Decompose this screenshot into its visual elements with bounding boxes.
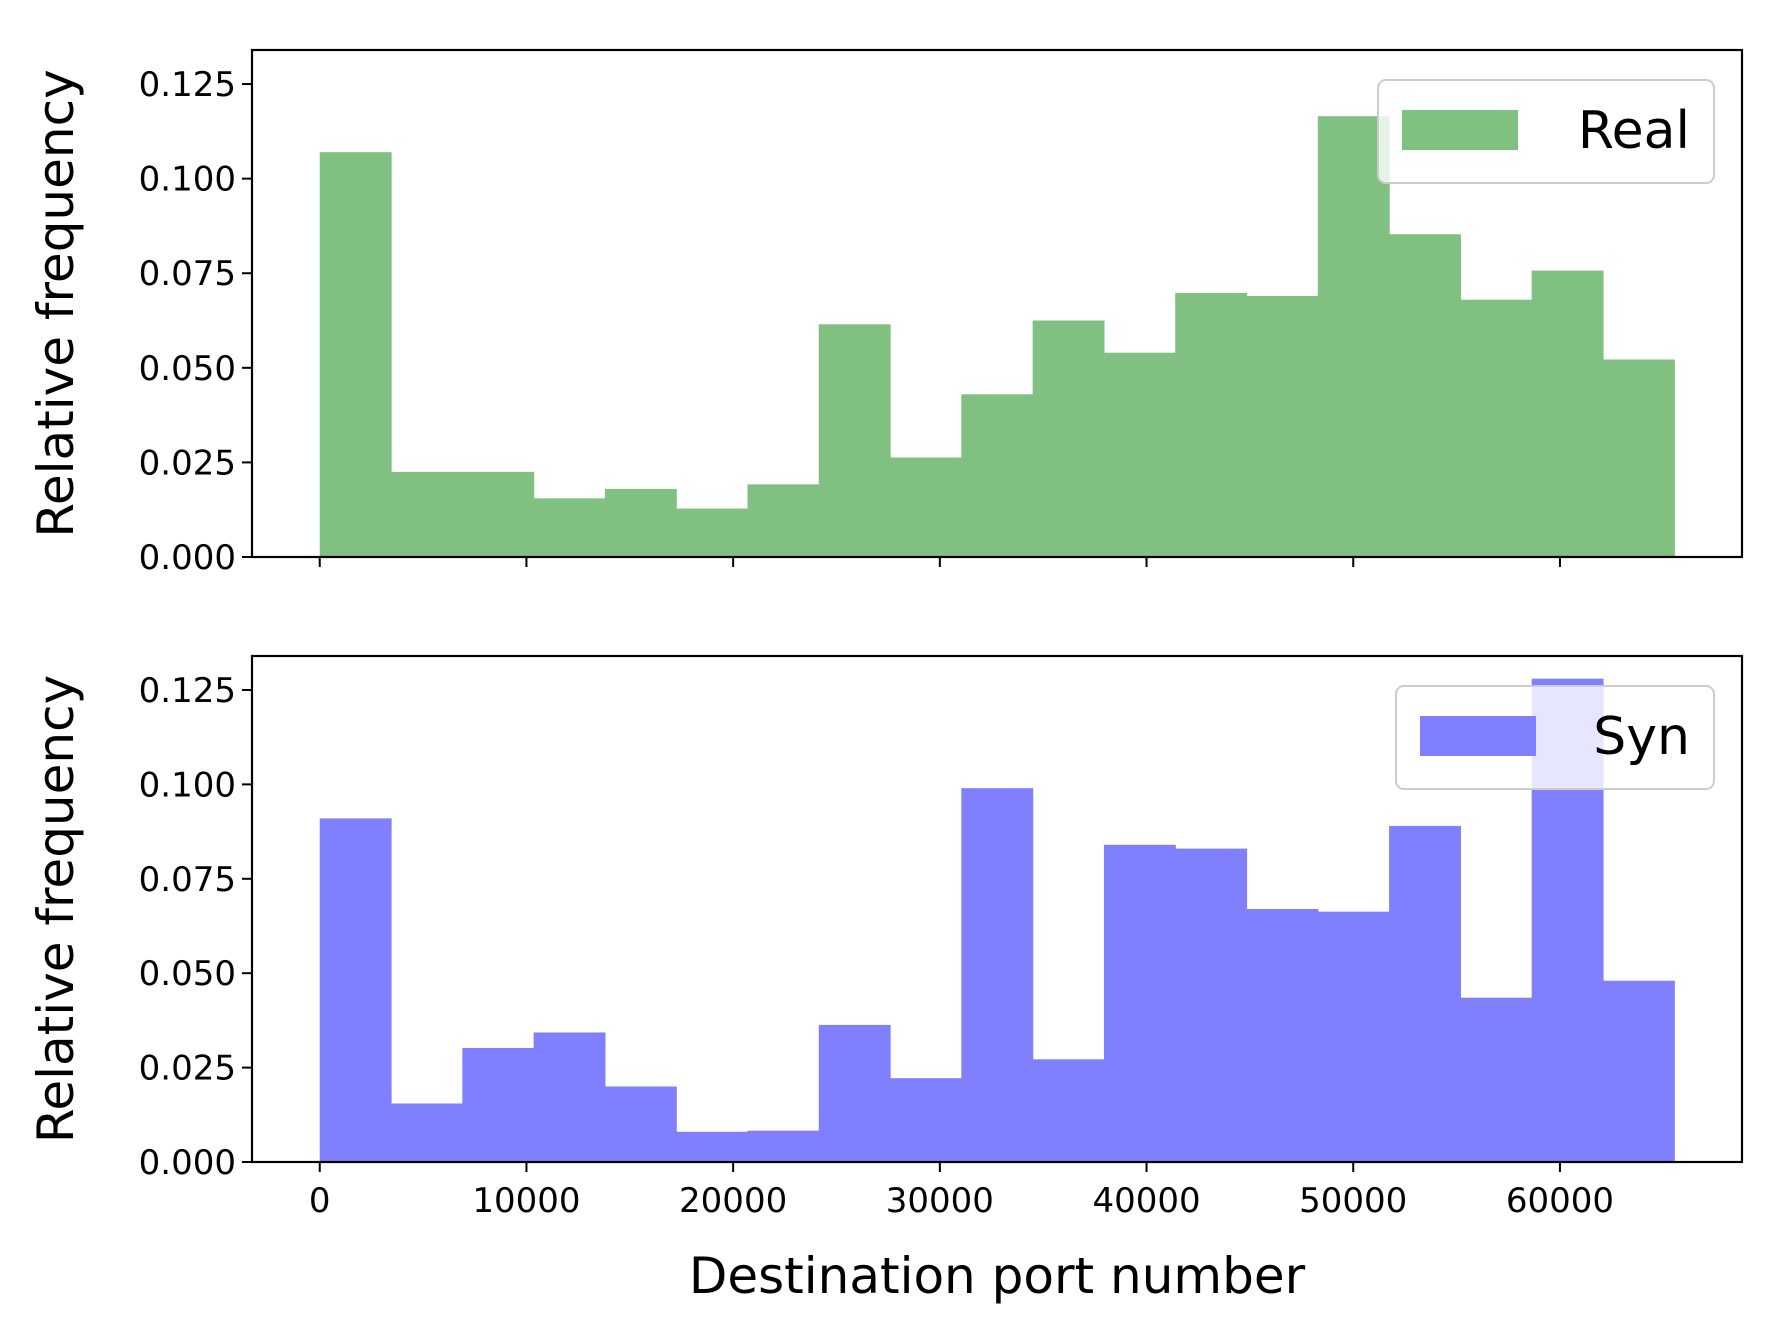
legend: Real	[1377, 79, 1715, 184]
y-tick-label: 0.050	[139, 954, 236, 994]
x-tick-label: 20000	[679, 1181, 787, 1221]
bar-real-18	[1602, 359, 1675, 557]
bar-syn-7	[818, 1024, 891, 1162]
y-tick-label: 0.000	[139, 1143, 236, 1183]
bar-syn-2	[462, 1047, 535, 1162]
y-tick-label: 0.050	[139, 349, 236, 389]
y-tick-label: 0.100	[139, 765, 236, 805]
x-axis-label: Destination port number	[689, 1247, 1306, 1305]
bar-real-15	[1389, 234, 1461, 558]
bar-syn-10	[1032, 1059, 1105, 1162]
x-tick-label: 0	[309, 1181, 331, 1221]
bar-syn-11	[1103, 844, 1176, 1162]
bar-real-11	[1103, 352, 1176, 557]
y-tick-label: 0.000	[139, 538, 236, 578]
y-tick-label: 0.100	[139, 160, 236, 200]
bar-real-2	[462, 471, 535, 557]
bar-real-0	[319, 152, 392, 557]
bar-real-10	[1032, 320, 1105, 557]
bar-real-4	[604, 488, 677, 557]
bar-syn-0	[319, 818, 392, 1162]
y-axis-label: Relative frequency	[27, 675, 85, 1143]
x-tick-label: 10000	[472, 1181, 580, 1221]
y-tick-label: 0.125	[139, 65, 236, 105]
bar-syn-15	[1389, 825, 1461, 1162]
bar-real-9	[961, 394, 1034, 557]
x-tick-label: 60000	[1506, 1181, 1614, 1221]
bar-real-1	[391, 471, 463, 557]
axes-frame	[250, 654, 1744, 1164]
legend-label: Syn	[1593, 707, 1690, 767]
legend: Syn	[1395, 685, 1715, 790]
bar-syn-1	[391, 1103, 463, 1162]
bar-real-16	[1460, 299, 1533, 557]
bar-real-7	[818, 324, 891, 557]
bar-syn-14	[1317, 911, 1390, 1162]
bar-real-8	[890, 457, 962, 557]
top-panel: 0.000 0.025 0.050 0.075 0.100 0.125 Relative f…	[27, 48, 1744, 578]
bar-real-17	[1531, 270, 1604, 557]
y-tick-label: 0.025	[139, 1049, 236, 1089]
y-tick-label: 0.125	[139, 671, 236, 711]
x-tick-label: 40000	[1092, 1181, 1200, 1221]
bar-syn-6	[747, 1130, 820, 1162]
x-tick-label: 30000	[886, 1181, 994, 1221]
bar-syn-8	[890, 1078, 962, 1162]
bar-real-5	[676, 508, 749, 557]
bar-syn-12	[1175, 848, 1248, 1162]
bar-syn-18	[1602, 980, 1675, 1162]
legend-label: Real	[1578, 101, 1690, 161]
y-axis-label: Relative frequency	[27, 69, 85, 537]
bar-real-12	[1175, 292, 1248, 557]
y-tick-label: 0.025	[139, 443, 236, 483]
bar-real-14	[1317, 116, 1390, 558]
bar-syn-4	[604, 1086, 677, 1162]
legend-swatch	[1402, 110, 1518, 150]
legend-box	[1377, 79, 1715, 184]
bar-syn-13	[1246, 909, 1319, 1162]
bar-real-3	[533, 498, 606, 557]
legend-box	[1395, 685, 1715, 790]
axes-frame	[250, 48, 1744, 559]
bar-syn-16	[1460, 997, 1533, 1162]
bar-syn-9	[961, 788, 1034, 1162]
bar-real-6	[747, 484, 820, 557]
x-tick-label: 50000	[1299, 1181, 1407, 1221]
y-tick-label: 0.075	[139, 860, 236, 900]
bar-syn-5	[676, 1131, 749, 1162]
bar-syn-3	[533, 1032, 606, 1162]
y-tick-label: 0.075	[139, 254, 236, 294]
legend-swatch	[1420, 716, 1536, 756]
bottom-panel: 0.000 0.025 0.050 0.075 0.100 0.125 0 10000 2000…	[27, 654, 1744, 1305]
bar-real-13	[1246, 295, 1319, 557]
